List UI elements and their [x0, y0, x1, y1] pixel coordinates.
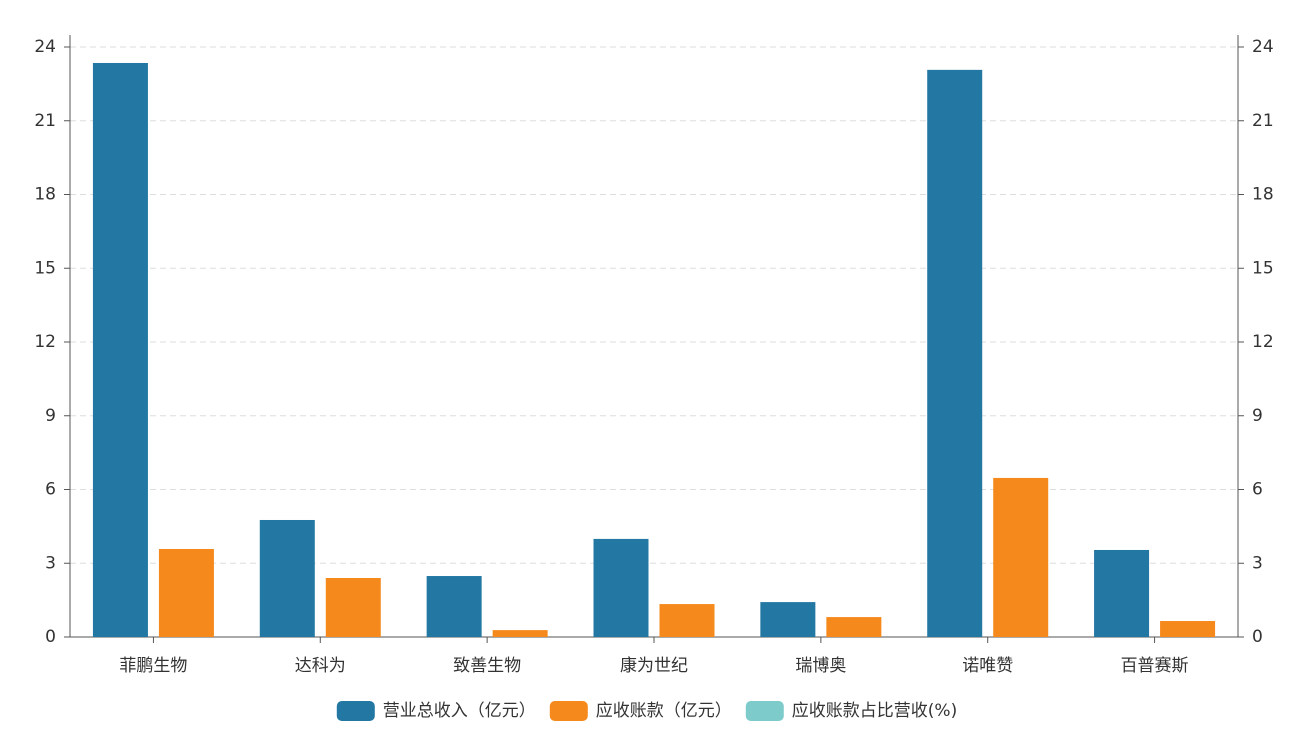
x-tick-label: 瑞博奥 [795, 656, 846, 676]
y2-tick-label: 18 [1252, 185, 1274, 205]
legend-swatch [745, 701, 784, 721]
y-tick-label: 9 [45, 406, 56, 426]
bar [259, 519, 315, 637]
y2-tick-label: 6 [1252, 480, 1263, 500]
bar [158, 548, 214, 637]
legend-label: 应收账款（亿元） [596, 701, 732, 721]
x-tick-label: 达科为 [295, 656, 346, 676]
bar [1160, 621, 1216, 637]
legend-label: 应收账款占比营收(%) [792, 701, 957, 721]
bar [1094, 549, 1150, 637]
x-tick-label: 康为世纪 [620, 656, 688, 676]
legend-label: 营业总收入（亿元） [383, 701, 536, 721]
bar [659, 604, 715, 637]
y2-tick-label: 0 [1252, 627, 1263, 647]
bar [426, 576, 482, 637]
y2-tick-label: 24 [1252, 37, 1274, 57]
y-tick-label: 6 [45, 480, 56, 500]
y2-tick-label: 12 [1252, 332, 1274, 352]
y-tick-label: 12 [34, 332, 56, 352]
x-tick-label: 菲鹏生物 [119, 656, 187, 676]
y2-tick-label: 3 [1252, 553, 1263, 573]
bar [593, 538, 649, 637]
y-tick-label: 0 [45, 627, 56, 647]
bar [492, 630, 548, 637]
bar [993, 477, 1049, 637]
y-tick-label: 15 [34, 258, 56, 278]
bar [927, 69, 983, 638]
y-tick-label: 18 [34, 185, 56, 205]
y2-tick-label: 15 [1252, 258, 1274, 278]
y2-tick-label: 21 [1252, 111, 1274, 131]
bar [826, 617, 882, 637]
x-tick-label: 致善生物 [453, 656, 521, 676]
y-tick-label: 3 [45, 553, 56, 573]
x-tick-label: 诺唯赞 [962, 656, 1013, 676]
legend-swatch [336, 701, 375, 721]
y-tick-label: 24 [34, 37, 56, 57]
bar [325, 578, 381, 637]
y-tick-label: 21 [34, 111, 56, 131]
legend-swatch [549, 701, 588, 721]
bar [92, 62, 148, 637]
y2-tick-label: 9 [1252, 406, 1263, 426]
x-tick-label: 百普赛斯 [1121, 655, 1189, 676]
bar [760, 602, 816, 637]
